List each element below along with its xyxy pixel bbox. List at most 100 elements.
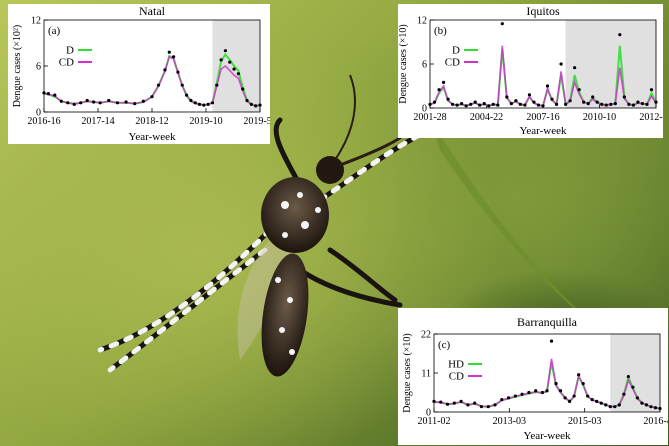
chart-iquitos: Iquitos (b) 0 6 12 2001-28 2004-22 2007-16 2010-… bbox=[398, 4, 669, 137]
observed-point bbox=[124, 100, 128, 104]
observed-point bbox=[493, 403, 497, 407]
observed-point bbox=[577, 373, 581, 377]
observed-point bbox=[180, 83, 184, 87]
observed-point bbox=[172, 55, 176, 59]
observed-point bbox=[141, 99, 145, 103]
observed-point bbox=[479, 405, 484, 409]
observed-point bbox=[428, 102, 432, 106]
observed-point bbox=[540, 390, 545, 395]
observed-point bbox=[644, 403, 649, 407]
observed-point bbox=[577, 88, 581, 92]
observed-point bbox=[568, 99, 572, 103]
observed-point bbox=[618, 33, 622, 37]
observed-point bbox=[176, 70, 180, 74]
legend-label-d: D bbox=[452, 45, 460, 57]
observed-point bbox=[608, 405, 612, 409]
observed-point bbox=[586, 394, 590, 398]
observed-point bbox=[42, 91, 46, 95]
observed-point bbox=[627, 102, 631, 106]
observed-point bbox=[631, 385, 635, 389]
observed-point bbox=[532, 100, 536, 104]
chart-title: Iquitos bbox=[526, 4, 560, 18]
observed-point bbox=[514, 99, 518, 103]
observed-point bbox=[72, 102, 76, 106]
observed-point bbox=[452, 401, 456, 405]
observed-point bbox=[215, 83, 219, 87]
observed-point bbox=[604, 103, 608, 107]
y-tick-label: 12 bbox=[417, 16, 427, 27]
x-tick-label: 2019-10 bbox=[189, 116, 222, 127]
observed-point bbox=[245, 98, 249, 103]
y-tick-label: 0 bbox=[426, 408, 431, 419]
observed-point bbox=[482, 102, 486, 106]
observed-point bbox=[107, 98, 111, 103]
series-line-cd bbox=[43, 55, 261, 107]
observed-point bbox=[232, 67, 236, 71]
legend-label-hd: HD bbox=[448, 359, 464, 371]
observed-point bbox=[509, 102, 513, 106]
observed-point bbox=[649, 405, 653, 409]
observed-point bbox=[506, 396, 511, 400]
observed-point bbox=[554, 382, 558, 386]
panel-barranquilla: Barranquilla (c) 0 11 22 2011-02 2013-03 2015-0… bbox=[398, 308, 669, 445]
observed-point bbox=[150, 95, 154, 99]
observed-point bbox=[550, 97, 554, 101]
observed-point bbox=[460, 102, 464, 106]
observed-point bbox=[658, 406, 662, 411]
observed-point bbox=[219, 58, 223, 62]
observed-point bbox=[189, 98, 193, 103]
observed-point bbox=[631, 103, 635, 107]
observed-point bbox=[469, 102, 473, 106]
observed-point bbox=[487, 104, 491, 108]
chart-barranquilla: Barranquilla (c) 0 11 22 2011-02 2013-03 2015-0… bbox=[402, 315, 669, 442]
observed-point bbox=[59, 99, 63, 103]
observed-point bbox=[545, 84, 550, 88]
shaded-forecast-region bbox=[610, 334, 660, 412]
observed-point bbox=[197, 102, 202, 106]
x-tick-label: 2015-03 bbox=[568, 416, 601, 427]
observed-point bbox=[653, 406, 658, 410]
observed-point bbox=[523, 103, 527, 107]
observed-point bbox=[491, 102, 495, 106]
observed-point bbox=[496, 103, 500, 107]
observed-point bbox=[636, 100, 640, 104]
observed-point bbox=[613, 405, 617, 409]
observed-point bbox=[645, 102, 649, 106]
panel-iquitos: Iquitos (b) 0 6 12 2001-28 2004-22 2007-16 2010-… bbox=[398, 4, 669, 138]
x-axis-label: Year-week bbox=[520, 125, 567, 137]
observed-point bbox=[582, 100, 586, 104]
observed-point bbox=[622, 95, 626, 99]
x-tick-label: 2017-14 bbox=[81, 116, 114, 127]
legend-label-cd: CD bbox=[449, 371, 464, 383]
y-axis-label: Dengue cases (×10²) bbox=[12, 25, 23, 108]
observed-point bbox=[432, 100, 437, 104]
observed-point bbox=[622, 392, 626, 396]
y-tick-label: 0 bbox=[36, 108, 41, 119]
observed-point bbox=[626, 374, 630, 379]
observed-point bbox=[591, 95, 595, 99]
observed-point bbox=[536, 103, 541, 107]
x-tick-label: 2013-03 bbox=[493, 416, 526, 427]
observed-point bbox=[573, 66, 577, 70]
observed-point bbox=[184, 93, 189, 97]
observed-point bbox=[249, 102, 253, 106]
observed-point bbox=[554, 102, 559, 106]
observed-point bbox=[545, 389, 549, 393]
observed-point bbox=[206, 102, 210, 106]
observed-point bbox=[441, 80, 446, 84]
observed-point bbox=[254, 104, 258, 108]
observed-point bbox=[513, 394, 517, 398]
observed-point bbox=[613, 102, 617, 106]
y-axis-label: Dengue cases (×10) bbox=[402, 333, 413, 413]
x-tick-label: 2016-16 bbox=[27, 116, 60, 127]
y-tick-label: 0 bbox=[422, 104, 427, 115]
observed-point bbox=[600, 102, 604, 106]
observed-point bbox=[586, 102, 590, 106]
observed-point bbox=[167, 50, 171, 54]
observed-point bbox=[590, 397, 594, 402]
observed-point bbox=[520, 392, 524, 396]
x-tick-label: 2004-22 bbox=[470, 112, 503, 123]
y-axis-label: Dengue cases (×10) bbox=[398, 24, 409, 104]
